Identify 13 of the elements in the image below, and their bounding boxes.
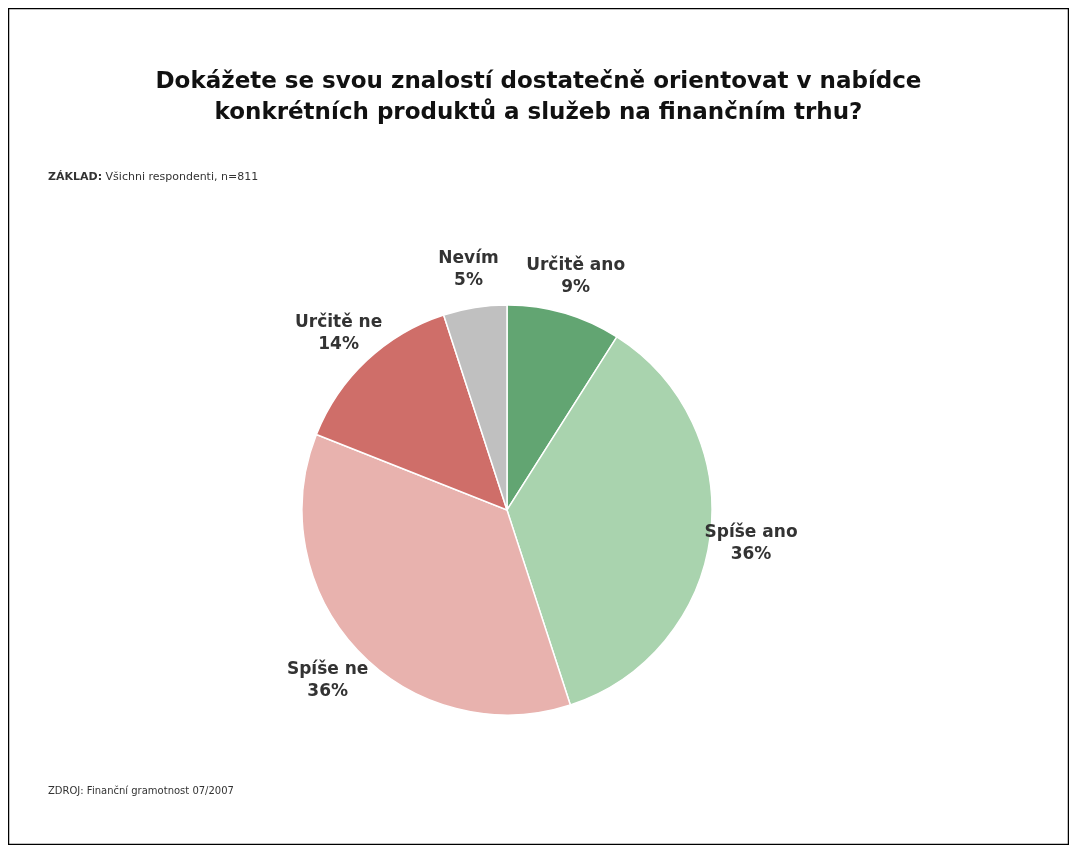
slice-label: Určitě ne	[294, 310, 383, 331]
text: ZDROJ: Finanční gramotnost 07/2007	[48, 785, 234, 796]
data-label: 9%	[561, 275, 591, 296]
slice-label: Určitě ano	[526, 253, 626, 274]
text: ZÁKLAD: Všichni respondenti, n=811	[48, 170, 259, 183]
slice-label: Spíše ano	[704, 520, 798, 541]
slice-label: Spíše ne	[286, 658, 369, 679]
data-label: 36%	[730, 542, 772, 563]
slice-label: Nevím	[438, 247, 499, 268]
data-label: 14%	[318, 332, 359, 353]
data-label: 5%	[454, 269, 483, 290]
data-label: 36%	[307, 680, 349, 701]
chart-title: Dokážete se svou znalostí dostatečně orientovat v nabídce konkrétních produktů a služeb na finančním trhu?	[155, 67, 922, 124]
